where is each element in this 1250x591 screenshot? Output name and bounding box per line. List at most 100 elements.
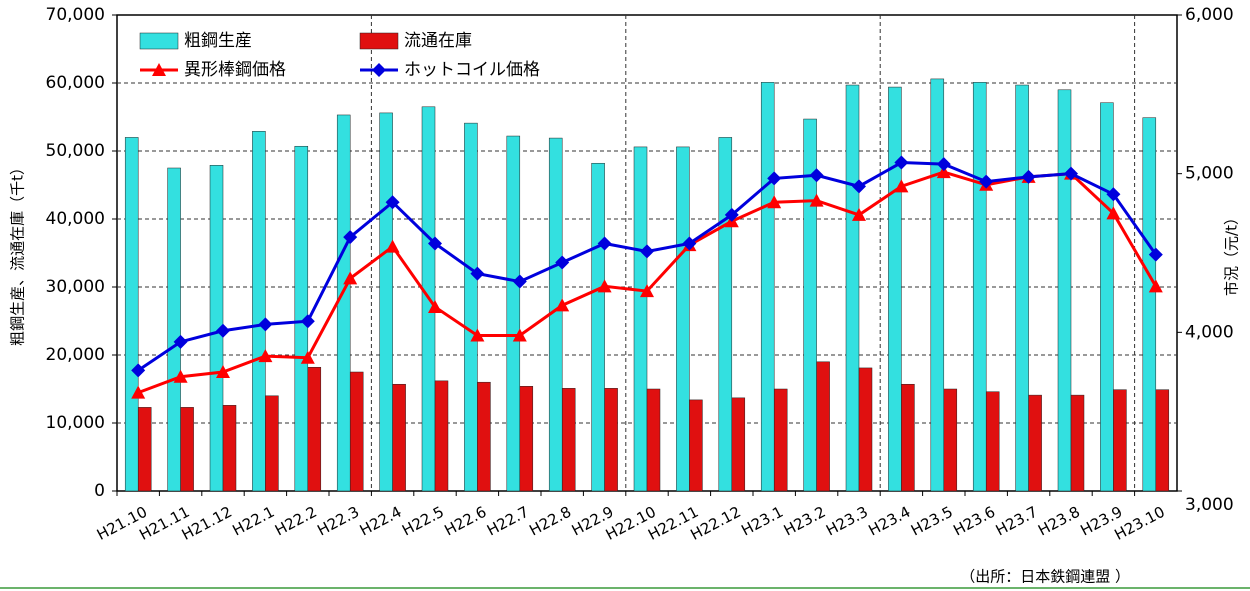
point (1064, 166, 1078, 181)
x-tick-label: H22.6 (441, 503, 489, 540)
bar (901, 383, 915, 492)
bar (676, 146, 690, 492)
legend-swatch (139, 32, 179, 50)
y-tick-label: 20,000 (46, 345, 105, 365)
x-tick-label: H22.7 (484, 503, 532, 540)
bar (689, 399, 703, 492)
point (173, 369, 188, 383)
point (131, 363, 146, 378)
point (555, 298, 570, 312)
bar (718, 137, 733, 492)
point (597, 236, 612, 251)
point (809, 193, 824, 207)
y2-axis-label: 市況（元/t） (1223, 210, 1241, 296)
x-tick-label: H22.5 (399, 503, 447, 540)
bar (519, 386, 534, 492)
point (724, 207, 739, 222)
point (343, 271, 358, 285)
point (470, 328, 485, 342)
y-tick-label: 40,000 (46, 209, 105, 229)
bar (477, 381, 491, 492)
point (258, 317, 273, 332)
point (852, 207, 866, 221)
bar (591, 162, 605, 492)
bar (222, 405, 237, 492)
y2-tick-label: 5,000 (1185, 164, 1234, 184)
bar (392, 383, 406, 492)
x-tick-label: H22.1 (229, 503, 277, 540)
bar (816, 361, 830, 492)
y-tick-label: 70,000 (46, 5, 105, 25)
y-axis-label: 粗鋼生産、流通在庫（千t） (9, 160, 27, 346)
bar (943, 388, 958, 492)
bar (1015, 84, 1029, 492)
legend-label: 流通在庫 (404, 31, 472, 51)
bar (434, 380, 449, 492)
x-tick-label: H23.7 (993, 503, 1041, 540)
bar (1142, 117, 1157, 492)
point (1148, 247, 1163, 262)
bar (633, 146, 648, 492)
bar (760, 82, 775, 492)
bar (464, 122, 478, 492)
legend-marker (152, 63, 166, 76)
x-tick-label: H22.2 (272, 503, 320, 540)
point (131, 385, 146, 399)
bar (888, 86, 902, 492)
x-tick-label: H23.1 (738, 503, 786, 540)
bar (379, 112, 393, 492)
point (300, 314, 315, 329)
bar (561, 388, 576, 492)
bar (972, 82, 987, 492)
bar (604, 388, 618, 492)
point (809, 168, 824, 183)
bar (1070, 394, 1085, 492)
legend-label: 異形棒鋼価格 (184, 60, 286, 80)
point (512, 274, 527, 289)
bar (1100, 102, 1114, 492)
point (682, 236, 697, 251)
bar (858, 367, 873, 492)
bar (137, 407, 152, 492)
legend-swatch (359, 32, 399, 50)
point (343, 230, 358, 245)
y2-tick-label: 3,000 (1185, 495, 1234, 515)
x-tick-label: H23.4 (865, 503, 913, 540)
bar (336, 114, 351, 492)
x-tick-label: H23.8 (1035, 503, 1083, 540)
bar (845, 84, 860, 492)
source: （出所：日本鉄鋼連盟 ） (960, 568, 1130, 586)
point (597, 279, 612, 293)
y-tick-label: 10,000 (46, 413, 105, 433)
y-tick-label: 0 (94, 481, 105, 501)
point (385, 195, 400, 210)
bar (985, 391, 1000, 492)
y-tick-label: 60,000 (46, 73, 105, 93)
point (1021, 169, 1036, 184)
bar (1113, 389, 1127, 492)
bar (803, 118, 817, 492)
bar (1155, 389, 1170, 492)
bar (731, 397, 746, 492)
point (979, 174, 994, 189)
bar (773, 388, 788, 492)
point (640, 284, 654, 298)
point (894, 155, 909, 170)
bar (252, 131, 266, 492)
point (936, 157, 951, 172)
point (1106, 206, 1121, 220)
point (852, 179, 866, 194)
point (300, 350, 315, 364)
y2-tick-label: 4,000 (1185, 322, 1234, 342)
point (640, 244, 654, 259)
bar (307, 366, 322, 492)
point (767, 171, 782, 186)
y-tick-label: 50,000 (46, 141, 105, 161)
bar (167, 167, 181, 492)
point (767, 195, 782, 209)
bar (506, 135, 521, 492)
bar (349, 371, 364, 492)
legend-label: 粗鋼生産 (184, 31, 252, 51)
legend-label: ホットコイル価格 (404, 60, 540, 80)
